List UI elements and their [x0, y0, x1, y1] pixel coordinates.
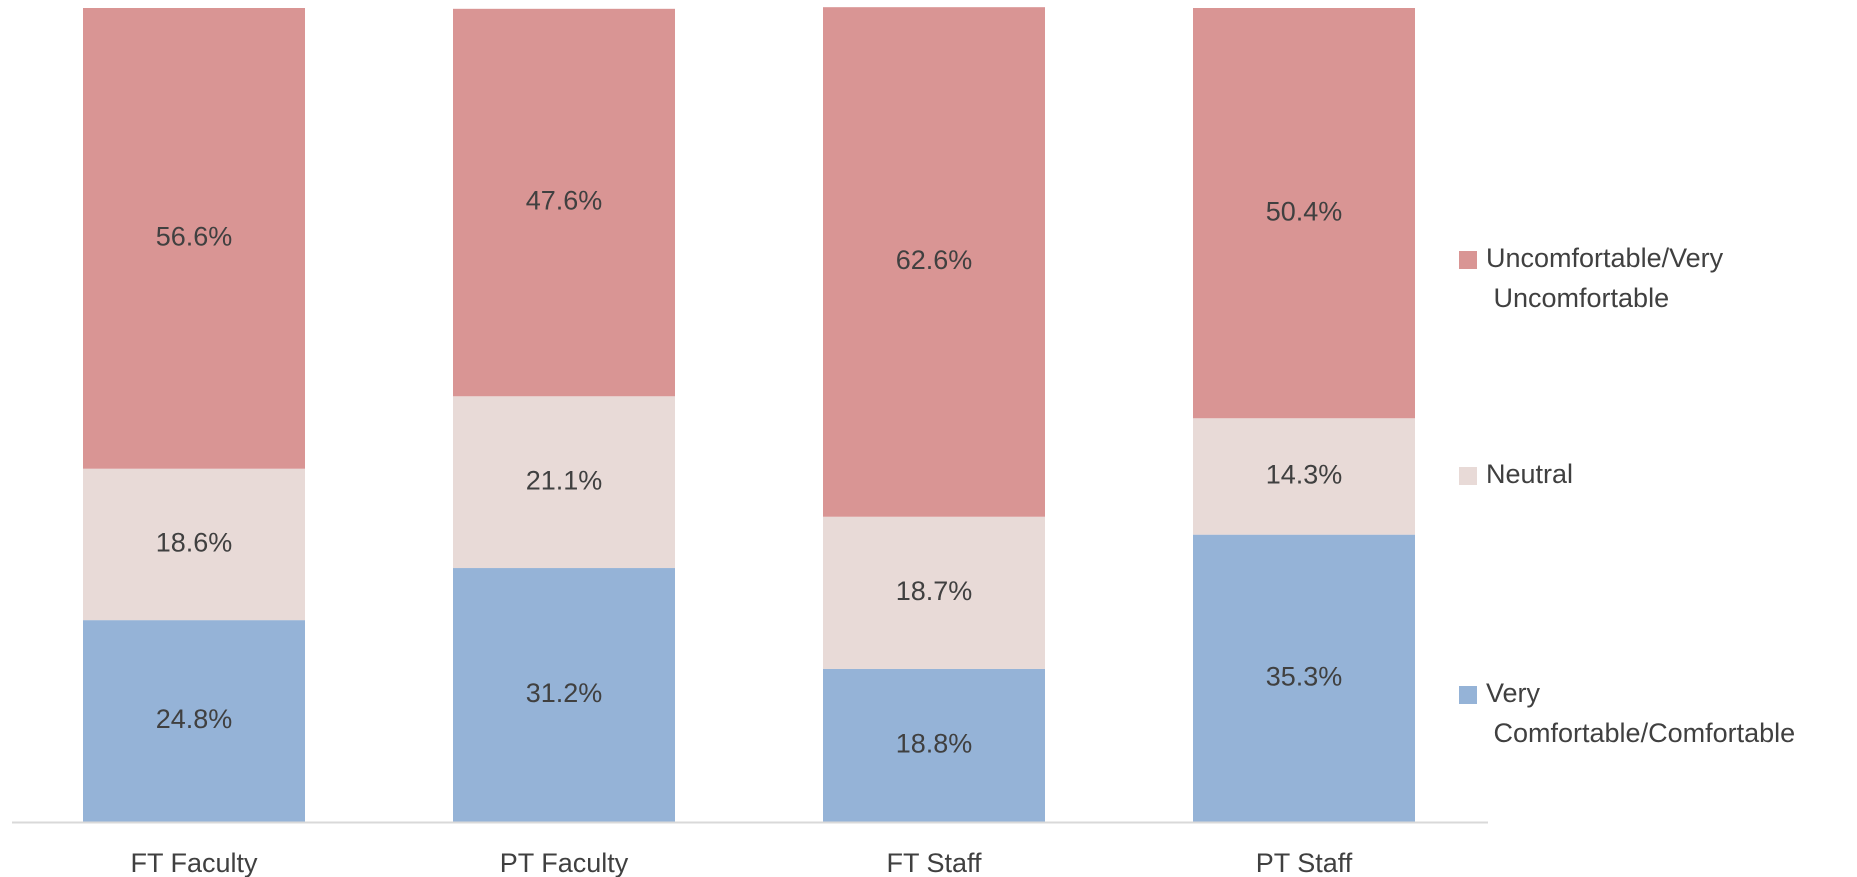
- bar-segment: [453, 8, 675, 397]
- bar-segment: [453, 396, 675, 569]
- legend-swatch: [1459, 686, 1477, 704]
- data-label: 50.4%: [1266, 196, 1343, 226]
- bar-segment: [1193, 418, 1415, 535]
- x-tick-label: FT Staff: [886, 848, 982, 877]
- data-label: 18.8%: [896, 729, 973, 759]
- legend-swatch: [1459, 467, 1477, 485]
- x-tick-label: PT Staff: [1256, 848, 1353, 877]
- legend-label: Very Comfortable/Comfortable: [1486, 678, 1795, 748]
- data-label: 24.8%: [156, 704, 233, 734]
- data-label: 56.6%: [156, 221, 233, 251]
- data-label: 21.1%: [526, 465, 603, 495]
- legend-swatch: [1459, 251, 1477, 269]
- legend-label: Uncomfortable/Very Uncomfortable: [1486, 243, 1724, 313]
- bar-segment: [453, 568, 675, 822]
- bar-segment: [83, 620, 305, 822]
- bar-segment: [83, 8, 305, 469]
- bar-segment: [823, 668, 1045, 822]
- data-label: 62.6%: [896, 245, 973, 275]
- bar-segment: [83, 468, 305, 621]
- x-tick-label: PT Faculty: [500, 848, 629, 877]
- data-label: 31.2%: [526, 678, 603, 708]
- bar-segment: [823, 7, 1045, 517]
- data-label: 14.3%: [1266, 460, 1343, 490]
- data-label: 35.3%: [1266, 661, 1343, 691]
- bar-segment: [1193, 534, 1415, 822]
- x-tick-label: FT Faculty: [130, 848, 258, 877]
- data-label: 47.6%: [526, 186, 603, 216]
- bar-segment: [1193, 8, 1415, 419]
- data-label: 18.6%: [156, 528, 233, 558]
- legend-label: Neutral: [1486, 459, 1573, 489]
- data-label: 18.7%: [896, 576, 973, 606]
- bar-segment: [823, 516, 1045, 669]
